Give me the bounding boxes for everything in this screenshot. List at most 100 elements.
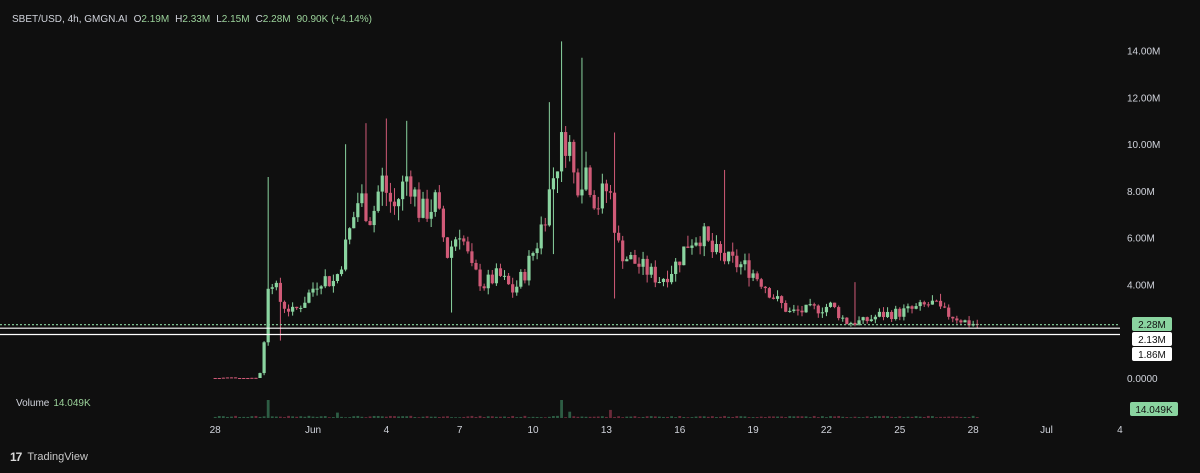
candle-body	[348, 228, 352, 240]
candle-body	[771, 297, 776, 299]
candle-body	[796, 309, 800, 311]
volume-bar	[580, 416, 584, 418]
candle-body	[967, 320, 971, 326]
candle-body	[409, 176, 413, 197]
volume-bar	[226, 416, 229, 418]
volume-bar	[882, 415, 885, 418]
candle-body	[274, 282, 278, 288]
ohlc-close: C2.28M	[255, 14, 291, 25]
volume-bar	[975, 417, 979, 418]
candle-body	[238, 378, 242, 379]
candle-body	[841, 317, 845, 319]
volume-bar	[531, 416, 535, 418]
candle-body	[295, 306, 299, 309]
candle-body	[894, 308, 898, 320]
volume-bar	[291, 416, 295, 418]
candle-body	[763, 286, 767, 289]
candle-body	[735, 255, 739, 268]
price-badge	[1132, 332, 1172, 346]
volume-bar	[466, 416, 470, 418]
price-lines	[0, 324, 1120, 336]
volume-bar	[307, 415, 311, 418]
price-tick-label: 10.00M	[1127, 140, 1160, 151]
volume-bar	[283, 417, 286, 418]
candle-body	[845, 317, 849, 324]
price-tick-label: 8.00M	[1127, 187, 1155, 198]
candle-body	[519, 271, 523, 287]
candle-body	[286, 308, 291, 312]
volume-bar	[547, 416, 551, 418]
candle-body	[943, 306, 947, 308]
candle-body	[890, 311, 894, 320]
volume-bar	[792, 416, 796, 418]
volume-bar	[258, 416, 262, 418]
volume-bar	[572, 416, 576, 418]
volume-bar	[955, 416, 959, 418]
volume-bar	[682, 417, 686, 418]
volume-bar	[596, 416, 600, 418]
candle-body	[629, 254, 633, 260]
candle-body	[433, 192, 437, 212]
volume-bar	[666, 416, 669, 418]
candle-body	[486, 274, 490, 289]
volume-bar	[380, 416, 384, 418]
volume-bar	[698, 416, 702, 418]
candle-body	[682, 246, 686, 266]
volume-bar	[470, 415, 474, 418]
volume-bar	[279, 416, 282, 418]
price-badge-label: 1.86M	[1138, 350, 1166, 361]
volume-bar	[902, 417, 906, 418]
candle-body	[466, 241, 470, 252]
volume-bar	[364, 417, 368, 418]
volume-bar	[221, 416, 225, 418]
volume-bar	[372, 415, 376, 418]
candle-body	[804, 304, 808, 313]
volume-bar	[878, 416, 881, 418]
volume-bar	[731, 416, 735, 418]
candle-body	[576, 172, 580, 196]
volume-bar	[213, 416, 217, 418]
candle-body	[641, 258, 645, 267]
candle-body	[307, 292, 311, 303]
volume-bar	[910, 416, 914, 418]
volume-bar	[299, 416, 303, 418]
time-tick-label: Jun	[305, 425, 321, 436]
volume-bar	[560, 400, 563, 418]
volume-bar	[507, 417, 510, 418]
tradingview-branding[interactable]: 17 TradingView	[10, 450, 88, 464]
time-axis[interactable]: 28 Jun 4 7 10 13 16 19 22 25 28 Jul 4	[210, 425, 1123, 436]
volume-bar	[535, 416, 539, 418]
volume-bar	[515, 417, 519, 418]
candle-body	[291, 306, 295, 312]
volume-bar	[592, 416, 596, 418]
candle-body	[637, 263, 641, 267]
volume-bar	[323, 416, 327, 418]
volume-bar	[816, 417, 820, 418]
volume-bar	[947, 416, 951, 418]
candle-body	[604, 183, 608, 192]
candle-body	[384, 175, 388, 193]
candle-body	[535, 248, 539, 254]
candle-body	[421, 198, 425, 218]
volume-bar	[250, 416, 254, 418]
volume-bar	[796, 416, 800, 418]
candle-body	[633, 254, 637, 264]
candle-body	[922, 302, 926, 305]
volume-bar	[405, 416, 409, 418]
volume-bar	[474, 416, 478, 418]
candle-body	[608, 191, 613, 193]
candle-body	[246, 378, 250, 379]
candle-body	[233, 377, 238, 379]
candle-body	[661, 278, 666, 283]
candle-body	[926, 304, 930, 306]
volume-bar	[727, 416, 731, 418]
volume-bar	[397, 416, 400, 418]
volume-bar	[812, 415, 816, 418]
candle-body	[515, 286, 519, 293]
price-axis[interactable]: 14.00M 12.00M 10.00M 8.00M 6.00M 4.00M 0.0000	[1127, 47, 1160, 385]
price-tick-label: 14.00M	[1127, 47, 1160, 58]
volume-bar	[690, 417, 694, 418]
volume-bar	[295, 416, 299, 418]
volume-bar	[503, 416, 506, 418]
